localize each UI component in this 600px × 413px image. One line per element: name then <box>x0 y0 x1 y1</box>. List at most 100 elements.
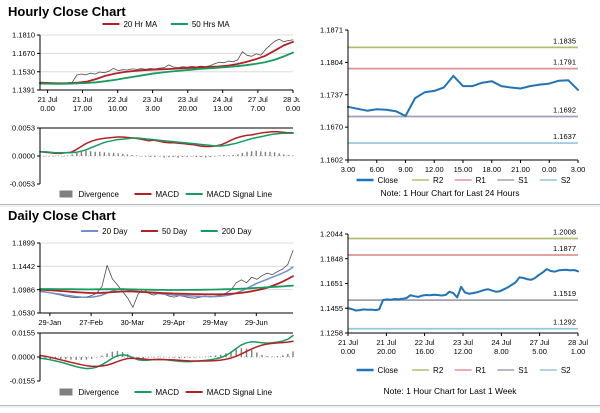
svg-text:1.0986: 1.0986 <box>12 285 35 294</box>
section-divider-top <box>0 204 600 207</box>
svg-text:0.0155: 0.0155 <box>12 329 35 338</box>
svg-text:29-Jun: 29-Jun <box>245 318 268 326</box>
svg-text:12.00: 12.00 <box>454 347 473 356</box>
svg-text:MACD Signal Line: MACD Signal Line <box>207 388 273 397</box>
svg-text:12.00: 12.00 <box>425 165 444 174</box>
svg-text:27 Jul: 27 Jul <box>530 338 550 347</box>
svg-text:1.1899: 1.1899 <box>12 239 35 248</box>
last-1-week-pivot-chart: 1.2008 1.1877 1.1519 1.1292 1.2044 1.1848 1.16… <box>320 228 588 375</box>
svg-text:1.1810: 1.1810 <box>12 31 35 40</box>
svg-text:21 Jul: 21 Jul <box>338 338 358 347</box>
svg-text:21.00: 21.00 <box>511 165 530 174</box>
svg-text:1.2044: 1.2044 <box>320 230 343 239</box>
svg-text:1.1530: 1.1530 <box>12 67 35 76</box>
svg-text:1.1791: 1.1791 <box>553 58 576 67</box>
svg-text:R2: R2 <box>433 176 444 185</box>
svg-text:20 Day: 20 Day <box>102 227 127 236</box>
svg-text:50 Hrs MA: 50 Hrs MA <box>192 20 230 29</box>
svg-text:0.00: 0.00 <box>40 104 55 113</box>
svg-text:3.00: 3.00 <box>145 104 160 113</box>
last-24-hours-note: Note: 1 Hour Chart for Last 24 Hours <box>380 188 520 198</box>
svg-text:18.00: 18.00 <box>482 165 501 174</box>
svg-text:5.00: 5.00 <box>532 347 547 356</box>
svg-text:1.1848: 1.1848 <box>320 254 343 263</box>
svg-text:1.0530: 1.0530 <box>12 309 35 318</box>
svg-text:0.00: 0.00 <box>286 104 300 113</box>
svg-text:Close: Close <box>378 176 399 185</box>
svg-text:Close: Close <box>378 366 399 375</box>
svg-text:Divergence: Divergence <box>79 190 120 199</box>
svg-text:S2: S2 <box>561 366 571 375</box>
svg-text:1.1455: 1.1455 <box>320 304 343 313</box>
svg-text:1.1877: 1.1877 <box>553 244 576 253</box>
svg-text:1.1258: 1.1258 <box>320 329 343 338</box>
svg-text:21 Jul: 21 Jul <box>38 95 58 104</box>
svg-text:29-Jan: 29-Jan <box>38 318 61 326</box>
svg-text:13.00: 13.00 <box>213 104 232 113</box>
svg-text:22 Jul: 22 Jul <box>415 338 435 347</box>
svg-text:R1: R1 <box>476 176 487 185</box>
svg-text:1.1442: 1.1442 <box>12 262 35 271</box>
svg-text:R1: R1 <box>476 366 487 375</box>
svg-text:28 Jul: 28 Jul <box>568 338 588 347</box>
svg-text:29-May: 29-May <box>203 318 228 326</box>
svg-text:0.0000: 0.0000 <box>12 353 35 362</box>
svg-text:0.00: 0.00 <box>542 165 557 174</box>
svg-text:9.00: 9.00 <box>398 165 413 174</box>
svg-text:21 Jul: 21 Jul <box>72 95 92 104</box>
svg-text:Divergence: Divergence <box>79 388 120 397</box>
svg-text:3.00: 3.00 <box>571 165 586 174</box>
svg-text:1.1737: 1.1737 <box>320 90 343 99</box>
svg-text:24 Jul: 24 Jul <box>213 95 233 104</box>
svg-text:0.0053: 0.0053 <box>12 124 35 133</box>
svg-text:1.1692: 1.1692 <box>553 106 576 115</box>
svg-text:1.1519: 1.1519 <box>553 289 576 298</box>
last-1-week-note: Note: 1 Hour Chart for Last 1 Week <box>383 386 517 396</box>
svg-text:6.00: 6.00 <box>369 165 384 174</box>
svg-text:3.00: 3.00 <box>341 165 356 174</box>
svg-text:1.2008: 1.2008 <box>553 228 576 237</box>
svg-text:21 Jul: 21 Jul <box>376 338 396 347</box>
svg-text:23 Jul: 23 Jul <box>453 338 473 347</box>
svg-text:1.1871: 1.1871 <box>320 26 343 35</box>
svg-text:R2: R2 <box>433 366 444 375</box>
svg-text:S1: S1 <box>518 366 528 375</box>
svg-text:7.00: 7.00 <box>251 104 266 113</box>
svg-text:27-Feb: 27-Feb <box>79 318 103 326</box>
svg-text:23 Jul: 23 Jul <box>143 95 163 104</box>
daily-close-chart-title: Daily Close Chart <box>8 208 116 223</box>
svg-text:S1: S1 <box>518 176 528 185</box>
svg-text:1.1804: 1.1804 <box>320 58 343 67</box>
svg-text:200 Day: 200 Day <box>222 227 252 236</box>
svg-text:1.1292: 1.1292 <box>553 318 576 327</box>
svg-text:24 Jul: 24 Jul <box>491 338 511 347</box>
svg-text:30-Mar: 30-Mar <box>120 318 144 326</box>
last-24-hours-pivot-chart: 1.1835 1.1791 1.1692 1.1637 1.1871 1.1804 1.17… <box>320 26 586 185</box>
svg-text:1.1391: 1.1391 <box>12 86 35 95</box>
svg-text:-0.0155: -0.0155 <box>10 377 35 386</box>
svg-text:16.00: 16.00 <box>415 347 434 356</box>
svg-text:8.00: 8.00 <box>494 347 509 356</box>
section-divider-bottom <box>0 405 600 408</box>
svg-text:15.00: 15.00 <box>454 165 473 174</box>
svg-text:1.1670: 1.1670 <box>320 123 343 132</box>
svg-text:22 Jul: 22 Jul <box>108 95 128 104</box>
svg-text:28 Jul: 28 Jul <box>283 95 300 104</box>
svg-text:MACD: MACD <box>156 388 180 397</box>
svg-text:20 Hr MA: 20 Hr MA <box>123 20 157 29</box>
svg-text:1.00: 1.00 <box>571 347 586 356</box>
svg-text:0.0000: 0.0000 <box>12 152 35 161</box>
svg-text:1.1651: 1.1651 <box>320 279 343 288</box>
svg-text:27 Jul: 27 Jul <box>248 95 268 104</box>
svg-text:-0.0053: -0.0053 <box>10 180 35 189</box>
svg-text:29-Apr: 29-Apr <box>163 318 186 326</box>
svg-text:1.1835: 1.1835 <box>553 36 576 45</box>
svg-text:0.00: 0.00 <box>341 347 356 356</box>
hourly-macd-chart: 0.0053 0.0000 -0.0053 Divergence MACD MACD Si… <box>10 124 294 199</box>
daily-macd-chart: 0.0155 0.0000 -0.0155 Divergence MACD MACD Si… <box>10 329 294 397</box>
svg-text:50 Day: 50 Day <box>162 227 187 236</box>
svg-text:1.1670: 1.1670 <box>12 49 35 58</box>
svg-text:20.00: 20.00 <box>377 347 396 356</box>
